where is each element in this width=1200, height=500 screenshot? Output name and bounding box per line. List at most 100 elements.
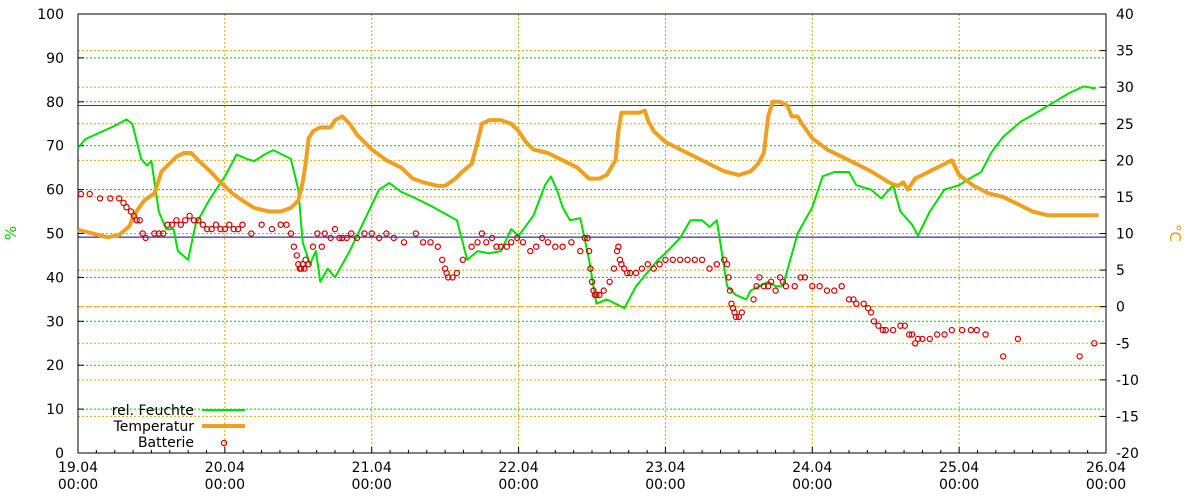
series-point-2-149 <box>797 274 804 281</box>
series-point-2-97 <box>584 234 591 242</box>
series-point-2-73 <box>444 274 452 281</box>
series-point-2-25 <box>203 225 211 233</box>
series-point-2-88 <box>527 247 534 255</box>
series-point-2-26 <box>208 225 215 233</box>
series-point-2-54 <box>331 225 339 233</box>
y-axis-label-right: °C <box>1166 224 1184 242</box>
series-point-2-144 <box>772 287 779 294</box>
x-tick-label-time-2: 00:00 <box>352 477 392 493</box>
series-point-2-82 <box>493 243 500 250</box>
series-point-2-17 <box>168 221 176 228</box>
y-tick-label-3: 30 <box>46 314 64 330</box>
series-point-2-126 <box>706 265 713 272</box>
x-tick-label-time-4: 00:00 <box>645 477 685 493</box>
series-point-2-177 <box>948 326 956 334</box>
series-point-2-61 <box>368 230 375 237</box>
series-point-2-5 <box>120 199 127 206</box>
series-point-2-113 <box>624 269 631 277</box>
series-point-2-156 <box>845 296 853 303</box>
y2-tick-label-10: 30 <box>1116 80 1134 96</box>
series-point-2-60 <box>361 230 368 237</box>
series-point-2-161 <box>867 309 875 316</box>
series-point-2-121 <box>669 256 677 263</box>
series-point-2-178 <box>958 326 966 334</box>
series-point-2-135 <box>732 313 740 321</box>
y2-tick-label-8: 20 <box>1116 153 1134 169</box>
series-point-2-24 <box>199 221 206 228</box>
series-point-2-169 <box>906 331 913 338</box>
series-point-2-170 <box>908 331 916 338</box>
series-point-2-64 <box>390 234 397 242</box>
y2-tick-label-12: 40 <box>1116 7 1134 23</box>
series-point-2-63 <box>383 230 390 237</box>
y2-tick-label-6: 10 <box>1116 227 1134 243</box>
series-point-2-35 <box>258 221 265 228</box>
series-point-2-57 <box>343 234 350 242</box>
series-point-2-150 <box>801 274 809 281</box>
series-point-2-159 <box>860 300 867 307</box>
series-point-2-137 <box>738 309 746 316</box>
series-point-2-77 <box>468 243 475 250</box>
series-point-2-130 <box>725 274 732 281</box>
x-tick-label-time-3: 00:00 <box>498 477 538 493</box>
series <box>77 85 1099 360</box>
series-point-2-109 <box>615 243 622 250</box>
series-point-2-36 <box>268 225 276 233</box>
y2-tick-label-0: -20 <box>1116 446 1139 462</box>
series-point-2-184 <box>1076 353 1083 360</box>
series-point-2-87 <box>519 239 527 246</box>
series-point-2-124 <box>691 256 699 263</box>
x-tick-label-date-1: 20.04 <box>205 460 245 476</box>
series-point-2-11 <box>139 230 146 237</box>
series-point-2-2 <box>96 195 104 202</box>
series-point-2-128 <box>721 256 728 263</box>
series-point-2-142 <box>765 283 772 290</box>
y-tick-label-10: 100 <box>37 7 64 23</box>
series-point-2-146 <box>779 278 787 285</box>
series-point-2-86 <box>513 234 521 242</box>
series-point-2-75 <box>453 269 461 277</box>
series-point-2-89 <box>533 243 540 250</box>
series-point-2-103 <box>593 291 600 299</box>
series-point-2-182 <box>1000 353 1007 360</box>
series-point-2-155 <box>838 283 845 290</box>
series-point-2-98 <box>585 247 593 255</box>
series-point-2-90 <box>538 234 546 242</box>
series-point-2-119 <box>656 261 663 268</box>
series-point-2-116 <box>638 265 646 272</box>
series-point-2-125 <box>698 256 706 263</box>
grid-lines <box>78 14 1106 453</box>
series-point-2-163 <box>875 322 882 329</box>
series-point-2-179 <box>967 326 975 334</box>
series-point-2-138 <box>750 296 757 303</box>
legend-label-2: Batterie <box>138 435 194 451</box>
series-point-2-181 <box>982 331 989 338</box>
series-point-2-69 <box>434 243 441 250</box>
series-point-2-115 <box>632 269 640 277</box>
x-tick-label-date-4: 23.04 <box>645 460 685 476</box>
series-point-2-117 <box>644 261 652 268</box>
series-point-2-19 <box>177 221 184 228</box>
series-point-2-139 <box>753 283 760 290</box>
y-tick-label-6: 60 <box>46 183 64 199</box>
series-point-2-176 <box>941 331 948 338</box>
series-point-2-9 <box>133 217 140 224</box>
y-tick-label-7: 70 <box>46 139 64 155</box>
series-point-2-173 <box>919 335 926 343</box>
series-point-2-53 <box>327 234 334 242</box>
series-point-2-8 <box>130 212 137 220</box>
series-point-2-16 <box>164 221 171 228</box>
series-point-2-95 <box>577 247 584 255</box>
series-point-2-152 <box>816 283 823 290</box>
x-tick-label-date-6: 25.04 <box>939 460 979 476</box>
y-tick-label-0: 0 <box>55 446 64 462</box>
y-tick-label-2: 20 <box>46 358 64 374</box>
series-line-0 <box>77 85 1096 310</box>
series-point-2-168 <box>901 322 909 329</box>
series-point-2-164 <box>879 326 887 334</box>
reference-lines <box>78 104 1106 308</box>
x-tick-label-date-3: 22.04 <box>499 460 539 476</box>
series-point-2-20 <box>181 217 189 224</box>
